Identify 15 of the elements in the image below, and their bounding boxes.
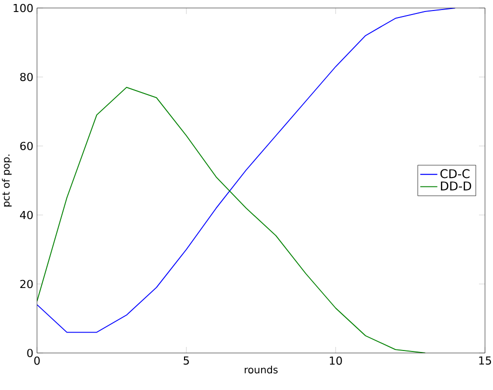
line-series — [37, 86, 426, 353]
x-tick-label: 5 — [184, 356, 189, 365]
y-tick-label: 60 — [20, 142, 33, 150]
x-axis-title: rounds — [244, 366, 278, 374]
x-tick-label: 10 — [330, 356, 342, 365]
y-tick-label: 100 — [14, 4, 33, 12]
x-tick-label: 15 — [479, 356, 492, 365]
legend-label: CD-C — [440, 169, 470, 178]
legend-label: DD-D — [440, 182, 472, 190]
y-tick-label: 20 — [20, 280, 33, 288]
y-tick-label: 40 — [20, 210, 33, 220]
y-tick-label: 80 — [20, 72, 33, 82]
y-axis-title: pct of pop. — [2, 154, 12, 206]
y-tick-label: 0 — [27, 348, 33, 358]
x-tick-label: 0 — [34, 356, 40, 365]
